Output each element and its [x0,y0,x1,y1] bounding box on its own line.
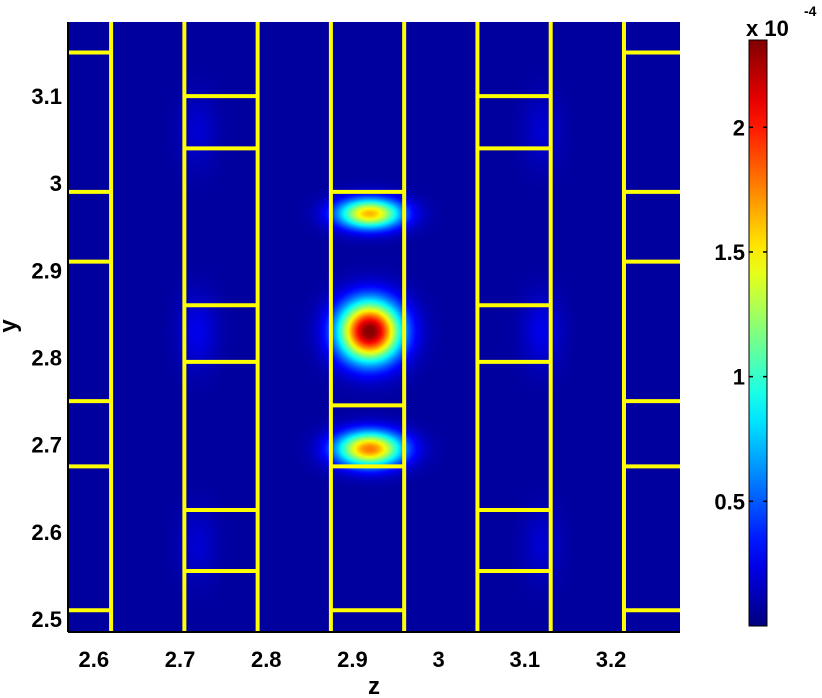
x-axis-ticks: 2.6 2.7 2.8 2.9 3 3.1 3.2 [79,647,627,672]
x-tick-label: 2.9 [337,647,368,672]
colorbar-tick-label: 2 [733,115,745,140]
x-tick-label: 2.8 [251,647,282,672]
y-axis-ticks: 2.5 2.6 2.7 2.8 2.9 3 3.1 [31,84,62,632]
y-axis-label: y [0,319,22,333]
x-tick-label: 3.1 [510,647,541,672]
heatmap-image [68,22,680,632]
structure-outline [68,22,680,632]
x-tick-label: 3 [433,647,445,672]
x-tick-label: 2.7 [165,647,196,672]
y-tick-label: 3 [50,171,62,196]
colorbar-exponent-label: x 10 [746,16,789,41]
colorbar-frame [748,39,768,627]
x-axis-label: z [368,673,380,698]
colorbar-tick-label: 1.5 [714,240,745,265]
y-tick-label: 2.7 [31,433,62,458]
colorbar: 0.5 1 1.5 2 x 10 -4 [714,3,817,627]
y-tick-label: 3.1 [31,84,62,109]
colorbar-ticks: 0.5 1 1.5 2 [714,115,767,514]
colorbar-tick-label: 0.5 [714,489,745,514]
plot-area [67,22,680,633]
y-tick-label: 2.9 [31,258,62,283]
x-tick-label: 2.6 [79,647,110,672]
y-tick-label: 2.6 [31,520,62,545]
colorbar-exponent-value: -4 [804,3,817,19]
colorbar-tick-label: 1 [733,365,745,390]
y-tick-label: 2.5 [31,607,62,632]
colorbar-gradient [749,40,767,626]
x-tick-label: 3.2 [596,647,627,672]
y-tick-label: 2.8 [31,346,62,371]
